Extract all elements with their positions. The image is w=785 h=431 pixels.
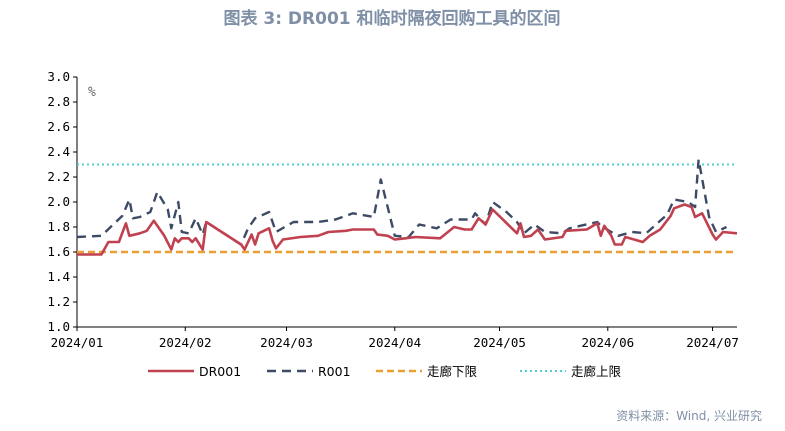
y-tick-label: 3.0 [47, 69, 70, 84]
x-tick-label: 2024/06 [581, 335, 634, 350]
x-tick-label: 2024/02 [159, 335, 212, 350]
legend-label: R001 [318, 364, 351, 379]
y-tick-label: 1.8 [47, 219, 70, 234]
y-tick-label: 2.2 [47, 169, 70, 184]
y-tick-label: 1.2 [47, 294, 70, 309]
y-tick-label: 2.8 [47, 94, 70, 109]
x-tick-label: 2024/01 [51, 335, 104, 350]
x-tick-label: 2024/07 [686, 335, 739, 350]
source-note: 资料来源：Wind, 兴业研究 [616, 408, 762, 423]
y-tick-label: 2.0 [47, 194, 70, 209]
chart-title: 图表 3: DR001 和临时隔夜回购工具的区间 [223, 8, 560, 29]
series-DR001-line [77, 203, 738, 256]
y-axis: 1.0 1.2 1.4 1.6 1.8 2.0 2.2 2.4 2.6 2.8 3.0 [47, 69, 78, 334]
legend-label: 走廊上限 [571, 364, 622, 379]
y-tick-label: 2.6 [47, 119, 70, 134]
legend-label: DR001 [199, 364, 241, 379]
y-tick-label: 2.4 [47, 144, 70, 159]
y-tick-label: 1.6 [47, 244, 70, 259]
y-tick-label: 1.4 [47, 269, 70, 284]
x-tick-label: 2024/03 [260, 335, 313, 350]
legend: DR001 R001 走廊下限 走廊上限 [148, 364, 622, 379]
plot-area [76, 158, 738, 256]
x-tick-label: 2024/04 [368, 335, 421, 350]
x-axis: 2024/01 2024/02 2024/03 2024/04 2024/05 2024/… [51, 326, 739, 350]
y-tick-label: 1.0 [47, 319, 70, 334]
series-R001-line [76, 158, 728, 246]
legend-label: 走廊下限 [427, 364, 478, 379]
x-tick-label: 2024/05 [473, 335, 526, 350]
y-unit-label: % [88, 85, 96, 100]
